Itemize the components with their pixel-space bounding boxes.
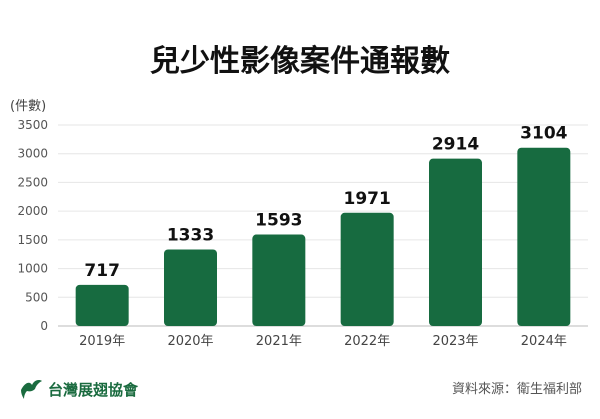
data-label: 1333 (167, 225, 214, 245)
y-tick-label: 3000 (17, 147, 48, 161)
x-tick-label: 2020年 (167, 334, 213, 349)
grid-lines (58, 124, 588, 327)
data-label: 3104 (520, 124, 567, 144)
x-tick-label: 2023年 (432, 334, 478, 349)
data-label: 2914 (432, 135, 479, 155)
data-source: 資料來源：衛生福利部 (451, 382, 582, 397)
data-label: 1971 (344, 189, 391, 209)
y-tick-label: 1500 (17, 233, 48, 247)
x-tick-label: 2022年 (344, 334, 390, 349)
bar (75, 284, 129, 326)
bar (252, 234, 306, 326)
organization-logo: 台灣展翅協會 (18, 376, 138, 402)
y-tick-label: 3500 (17, 118, 48, 132)
bars (75, 147, 571, 326)
y-tick-labels: 0 500 1000 1500 2000 2500 3000 3500 (17, 118, 48, 333)
x-tick-labels: 2019年 2020年 2021年 2022年 2023年 2024年 (79, 334, 567, 349)
x-tick-label: 2021年 (256, 334, 302, 349)
y-tick-label: 1000 (17, 262, 48, 276)
data-label: 717 (84, 261, 120, 281)
x-tick-label: 2024年 (521, 334, 567, 349)
data-labels: 717 1333 1593 1971 2914 3104 (84, 124, 567, 281)
bar (429, 158, 482, 326)
data-label: 1593 (255, 211, 302, 231)
y-axis-label: (件數) (10, 99, 47, 114)
bird-logo-icon (21, 380, 42, 399)
x-tick-label: 2019年 (79, 334, 125, 349)
organization-name: 台灣展翅協會 (48, 380, 139, 399)
bar (517, 147, 571, 326)
chart-title: 兒少性影像案件通報數 (150, 44, 450, 79)
y-tick-label: 2500 (17, 175, 48, 189)
y-tick-label: 0 (40, 319, 48, 333)
y-tick-label: 500 (25, 290, 48, 304)
bar (164, 249, 217, 326)
bar (340, 212, 394, 326)
y-tick-label: 2000 (17, 204, 48, 218)
